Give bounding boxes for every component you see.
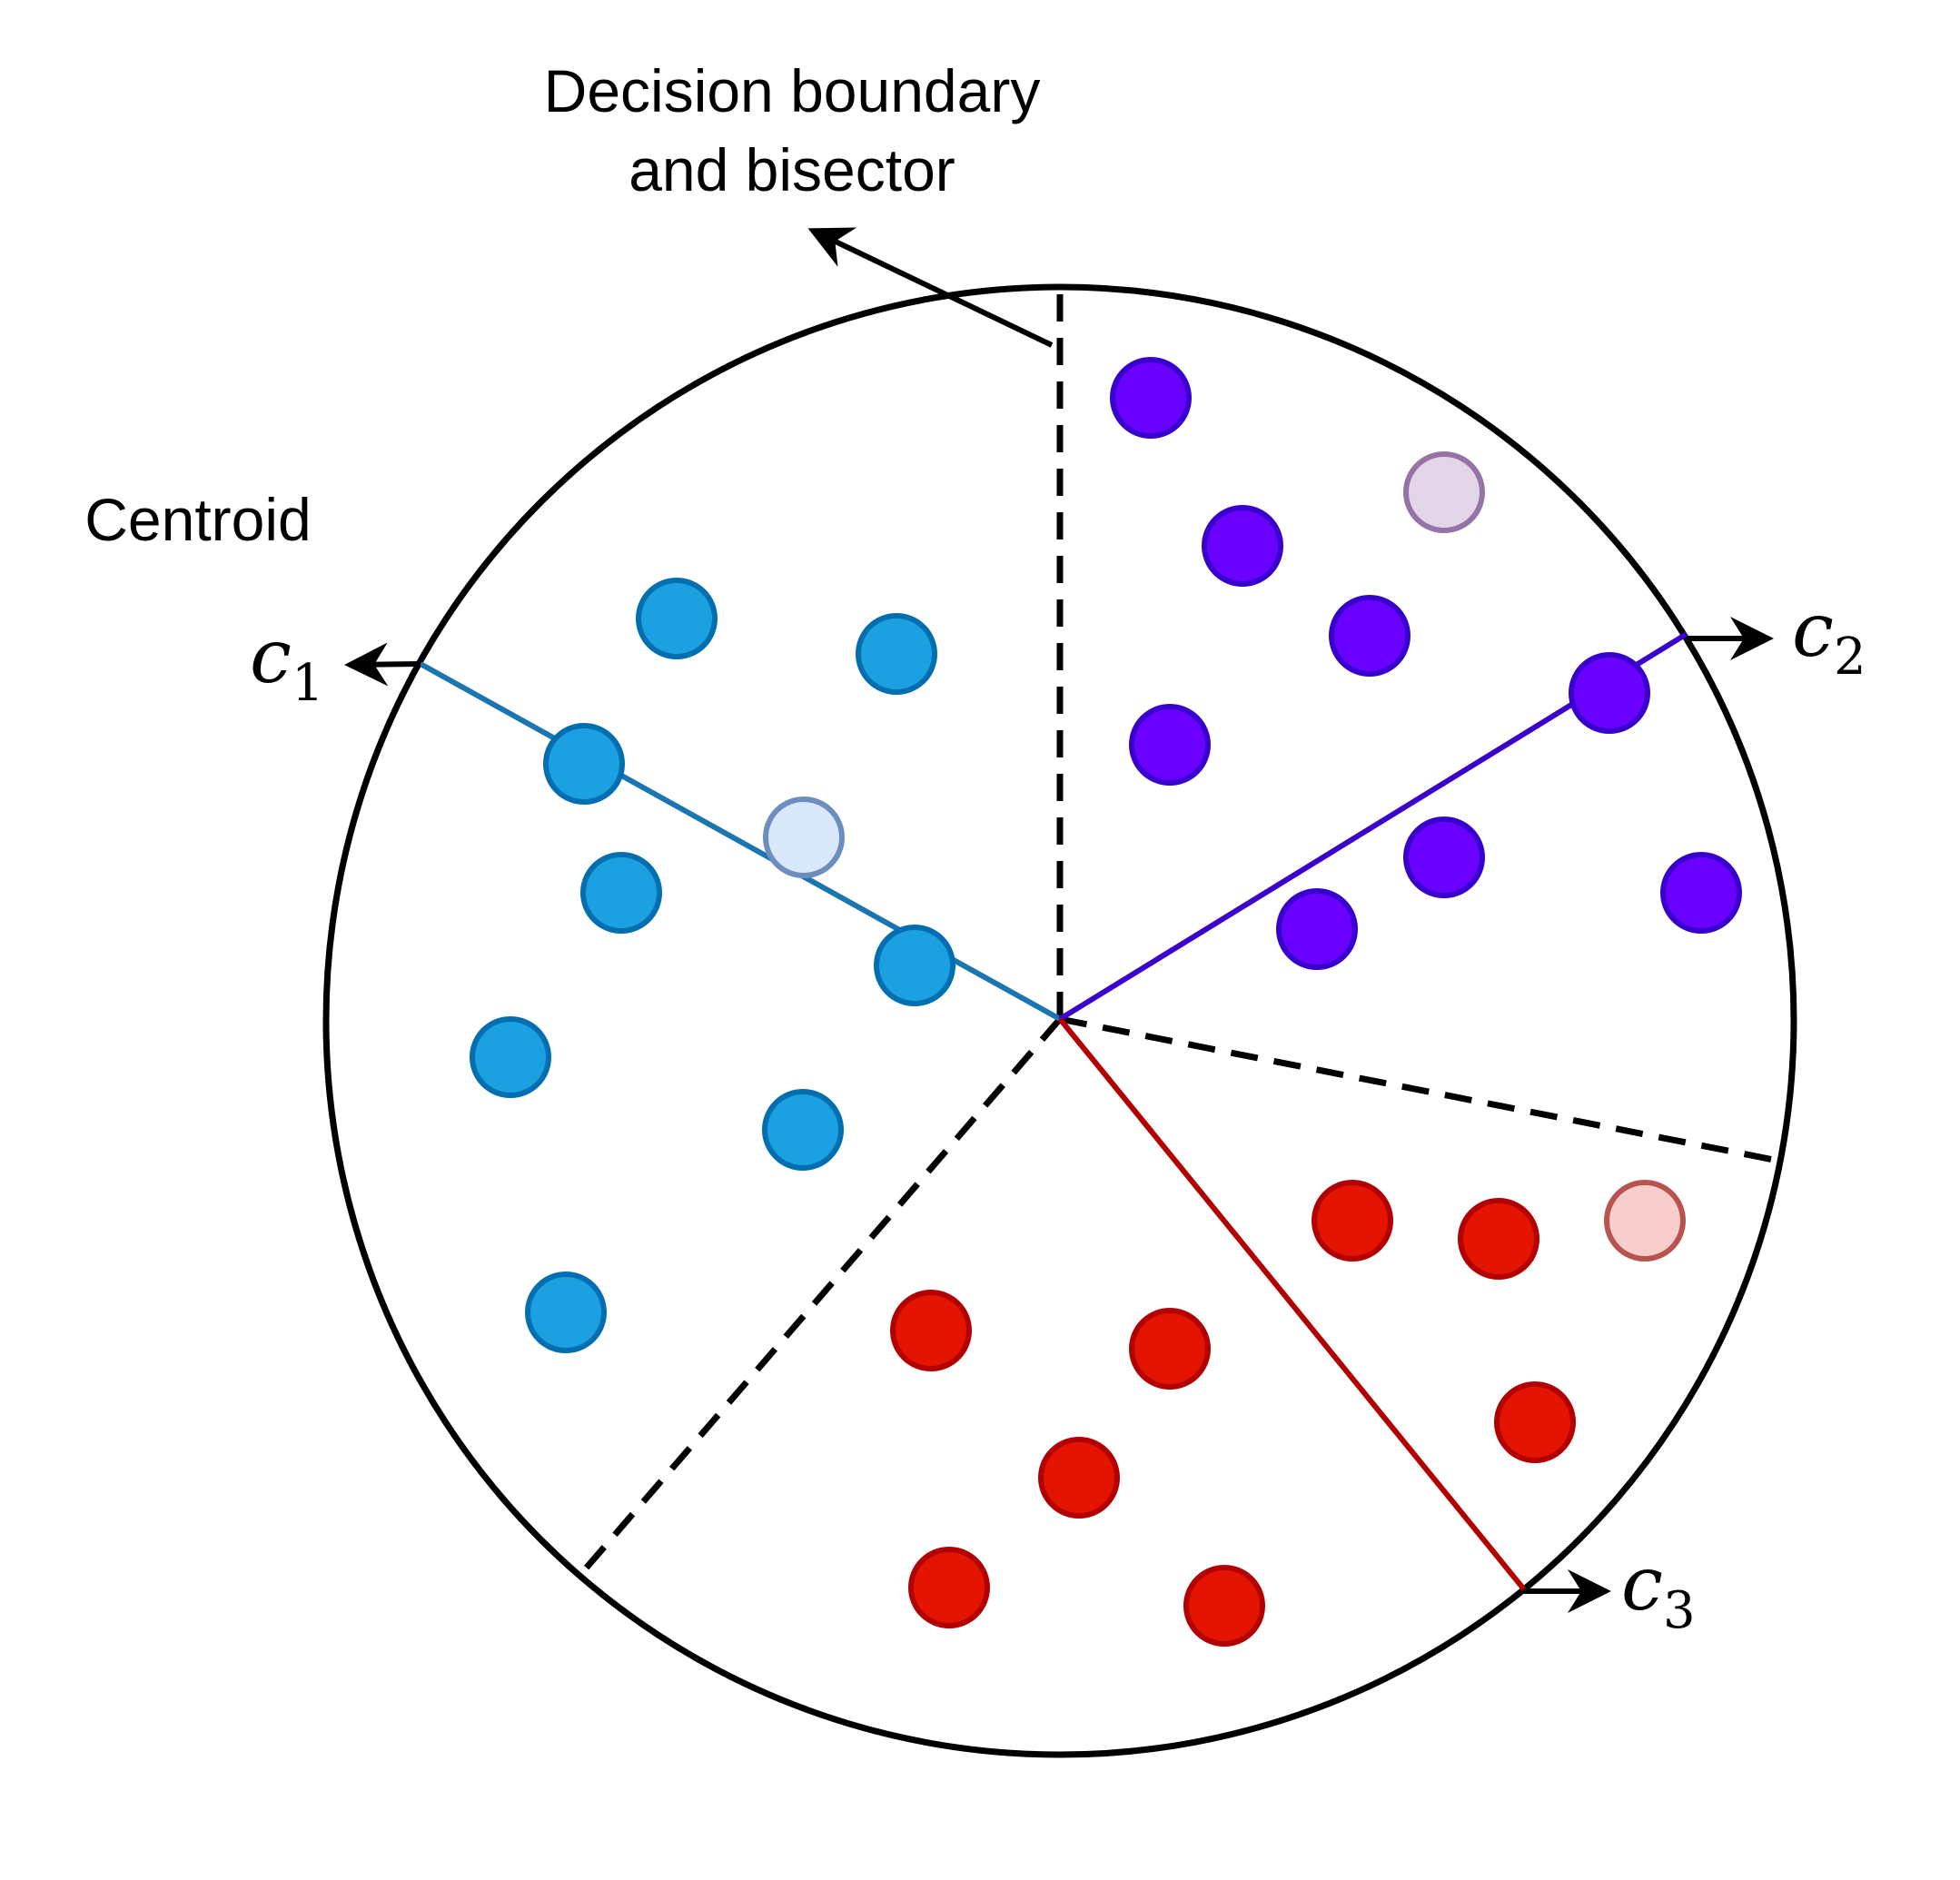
- centroid-label: Centroid: [84, 486, 311, 553]
- cluster2-point: [1403, 816, 1485, 898]
- ray-c3: [1057, 1017, 1527, 1591]
- cluster1-point: [543, 723, 625, 805]
- boundary-right: [1059, 1015, 1779, 1164]
- cluster1-point: [856, 613, 937, 695]
- data-points: [470, 357, 1742, 1647]
- cluster2-point: [1329, 595, 1411, 677]
- boundary-label-line1: Decision boundary: [544, 57, 1041, 124]
- cluster2-centroid-marker: [1403, 451, 1485, 533]
- centroid-c2-label: c2: [1792, 588, 1866, 687]
- cluster1-point: [636, 578, 718, 659]
- cluster3-point: [1458, 1198, 1539, 1280]
- cluster2-point: [1569, 652, 1650, 734]
- boundary-bottom-left: [577, 1016, 1063, 1578]
- cluster3-point: [1038, 1437, 1120, 1519]
- cluster1-centroid-marker: [763, 797, 845, 878]
- c1-arrow: [344, 642, 421, 687]
- cluster3-point: [1183, 1565, 1265, 1647]
- boundary-label-line2: and bisector: [629, 136, 955, 203]
- cluster2-point: [1129, 704, 1211, 786]
- data-space-circle: [322, 283, 1797, 1758]
- cluster1-point: [580, 852, 662, 934]
- ray-c1: [419, 661, 1062, 1022]
- cluster1-point: [762, 1089, 844, 1171]
- cluster1-point: [470, 1016, 551, 1098]
- cluster2-point: [1202, 505, 1283, 587]
- arrows: [344, 227, 1774, 1613]
- boundary-arrow: [807, 227, 1054, 348]
- cluster3-point: [1312, 1180, 1393, 1262]
- cluster3-point: [1494, 1381, 1576, 1463]
- cluster2-point: [1276, 888, 1358, 970]
- cluster1-point: [874, 925, 955, 1006]
- centroid-c1-label: c1: [250, 614, 324, 713]
- decision-boundaries: [577, 289, 1779, 1578]
- centroid-c3-label: c3: [1621, 1541, 1696, 1640]
- cluster3-point: [908, 1547, 990, 1628]
- cluster3-point: [890, 1290, 972, 1371]
- cluster3-centroid-marker: [1604, 1180, 1686, 1262]
- cluster3-point: [1129, 1308, 1211, 1390]
- cluster1-point: [525, 1271, 607, 1353]
- cluster2-point: [1660, 852, 1742, 934]
- cluster2-point: [1110, 357, 1192, 439]
